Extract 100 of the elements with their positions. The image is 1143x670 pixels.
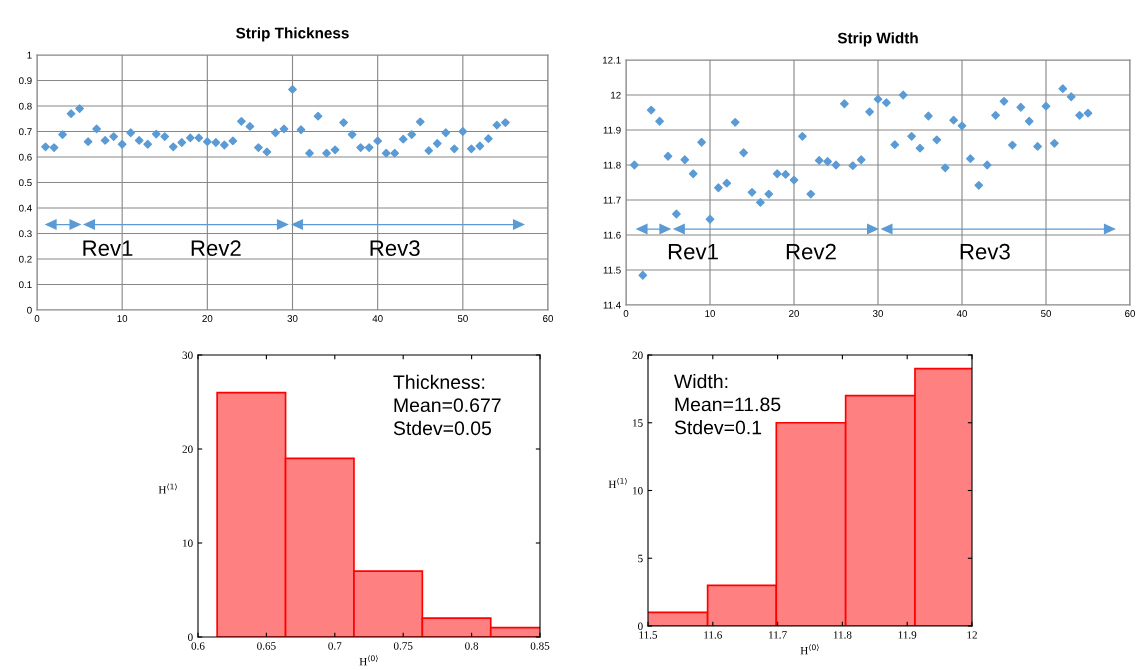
point	[415, 117, 425, 127]
x-tick-label: 10	[117, 315, 128, 322]
point	[932, 135, 942, 145]
point	[330, 145, 340, 155]
point	[177, 138, 187, 147]
point	[134, 136, 144, 145]
point	[991, 110, 1000, 120]
point	[1041, 101, 1051, 111]
point	[705, 214, 715, 224]
point	[117, 139, 127, 149]
point	[831, 160, 841, 170]
point	[672, 209, 681, 219]
y-tick-label: 0	[638, 622, 643, 630]
y-tick-label: 11.4	[603, 301, 621, 309]
point	[924, 111, 933, 121]
point	[296, 125, 306, 135]
y-tick-label: 11.7	[603, 196, 621, 204]
point	[688, 169, 698, 179]
y-tick-label: 11.5	[603, 266, 621, 274]
x-tick-label: 11.7	[769, 631, 787, 639]
point	[789, 175, 799, 185]
point	[398, 134, 408, 144]
point	[848, 161, 858, 171]
point	[966, 154, 975, 164]
x-axis-title: H$^{⟨0⟩}$	[359, 655, 378, 666]
y-tick-label: 5	[638, 554, 643, 563]
point	[347, 130, 357, 139]
point	[432, 139, 442, 148]
point	[1058, 84, 1068, 94]
y-tick-label: 0.4	[19, 204, 32, 212]
point	[126, 128, 136, 138]
point	[865, 107, 874, 117]
point	[58, 130, 67, 139]
point	[982, 160, 992, 170]
point	[100, 136, 110, 145]
point	[364, 143, 374, 152]
point	[840, 99, 849, 109]
point	[449, 144, 459, 154]
point	[211, 138, 221, 147]
point	[492, 120, 502, 130]
point	[356, 143, 366, 152]
point	[1024, 116, 1034, 126]
point	[630, 160, 639, 170]
point	[288, 85, 297, 94]
y-axis-title: H$^{⟨1⟩}$	[608, 477, 627, 489]
y-tick-label: 15	[633, 419, 643, 427]
x-tick-label: 30	[287, 315, 298, 322]
point	[957, 121, 967, 131]
point	[714, 183, 723, 193]
x-tick-label: 30	[872, 310, 884, 317]
y-tick-label: 10	[183, 539, 193, 547]
point	[1050, 138, 1059, 148]
point	[305, 148, 314, 158]
y-tick-label: 0.5	[19, 179, 32, 187]
point	[940, 163, 950, 173]
x-tick-label: 11.9	[898, 631, 917, 639]
point	[168, 142, 178, 152]
point	[999, 96, 1009, 106]
x-tick-label: 10	[705, 310, 716, 317]
point	[814, 156, 824, 165]
point	[322, 148, 331, 158]
point	[873, 94, 883, 104]
annotation: Rev1	[83, 240, 133, 257]
point	[271, 128, 280, 138]
point	[66, 109, 76, 119]
point	[219, 140, 229, 150]
y-tick-label: 30	[182, 351, 193, 359]
point	[381, 148, 391, 158]
x-tick-label: 50	[1040, 310, 1052, 317]
y-tick-label: 20	[182, 445, 193, 453]
y-tick-label: 0.2	[19, 255, 32, 263]
x-tick-label: 0.6	[191, 642, 205, 650]
point	[83, 137, 93, 147]
x-tick-label: 50	[457, 315, 468, 322]
y-tick-label: 11.6	[603, 231, 621, 239]
point	[890, 140, 900, 150]
point	[898, 90, 908, 100]
point	[475, 141, 485, 151]
x-tick-label: 0.7	[328, 642, 342, 650]
point	[638, 270, 648, 280]
point	[254, 143, 263, 152]
point	[856, 155, 866, 165]
x-tick-label: 0.75	[393, 642, 413, 650]
x-tick-label: 20	[789, 310, 800, 317]
point	[756, 198, 765, 207]
point	[772, 169, 782, 179]
point	[1008, 140, 1017, 150]
x-tick-label: 60	[543, 315, 554, 322]
y-tick-label: 12.1	[602, 56, 621, 64]
point	[313, 111, 323, 121]
point	[237, 116, 246, 126]
point	[49, 143, 59, 152]
point	[974, 180, 984, 190]
y-tick-label: 10	[633, 486, 643, 495]
point	[781, 170, 790, 179]
x-tick-label: 60	[1125, 310, 1136, 317]
point	[663, 151, 673, 161]
point	[680, 155, 690, 165]
x-tick-label: 11.8	[833, 631, 852, 639]
point	[143, 139, 153, 149]
